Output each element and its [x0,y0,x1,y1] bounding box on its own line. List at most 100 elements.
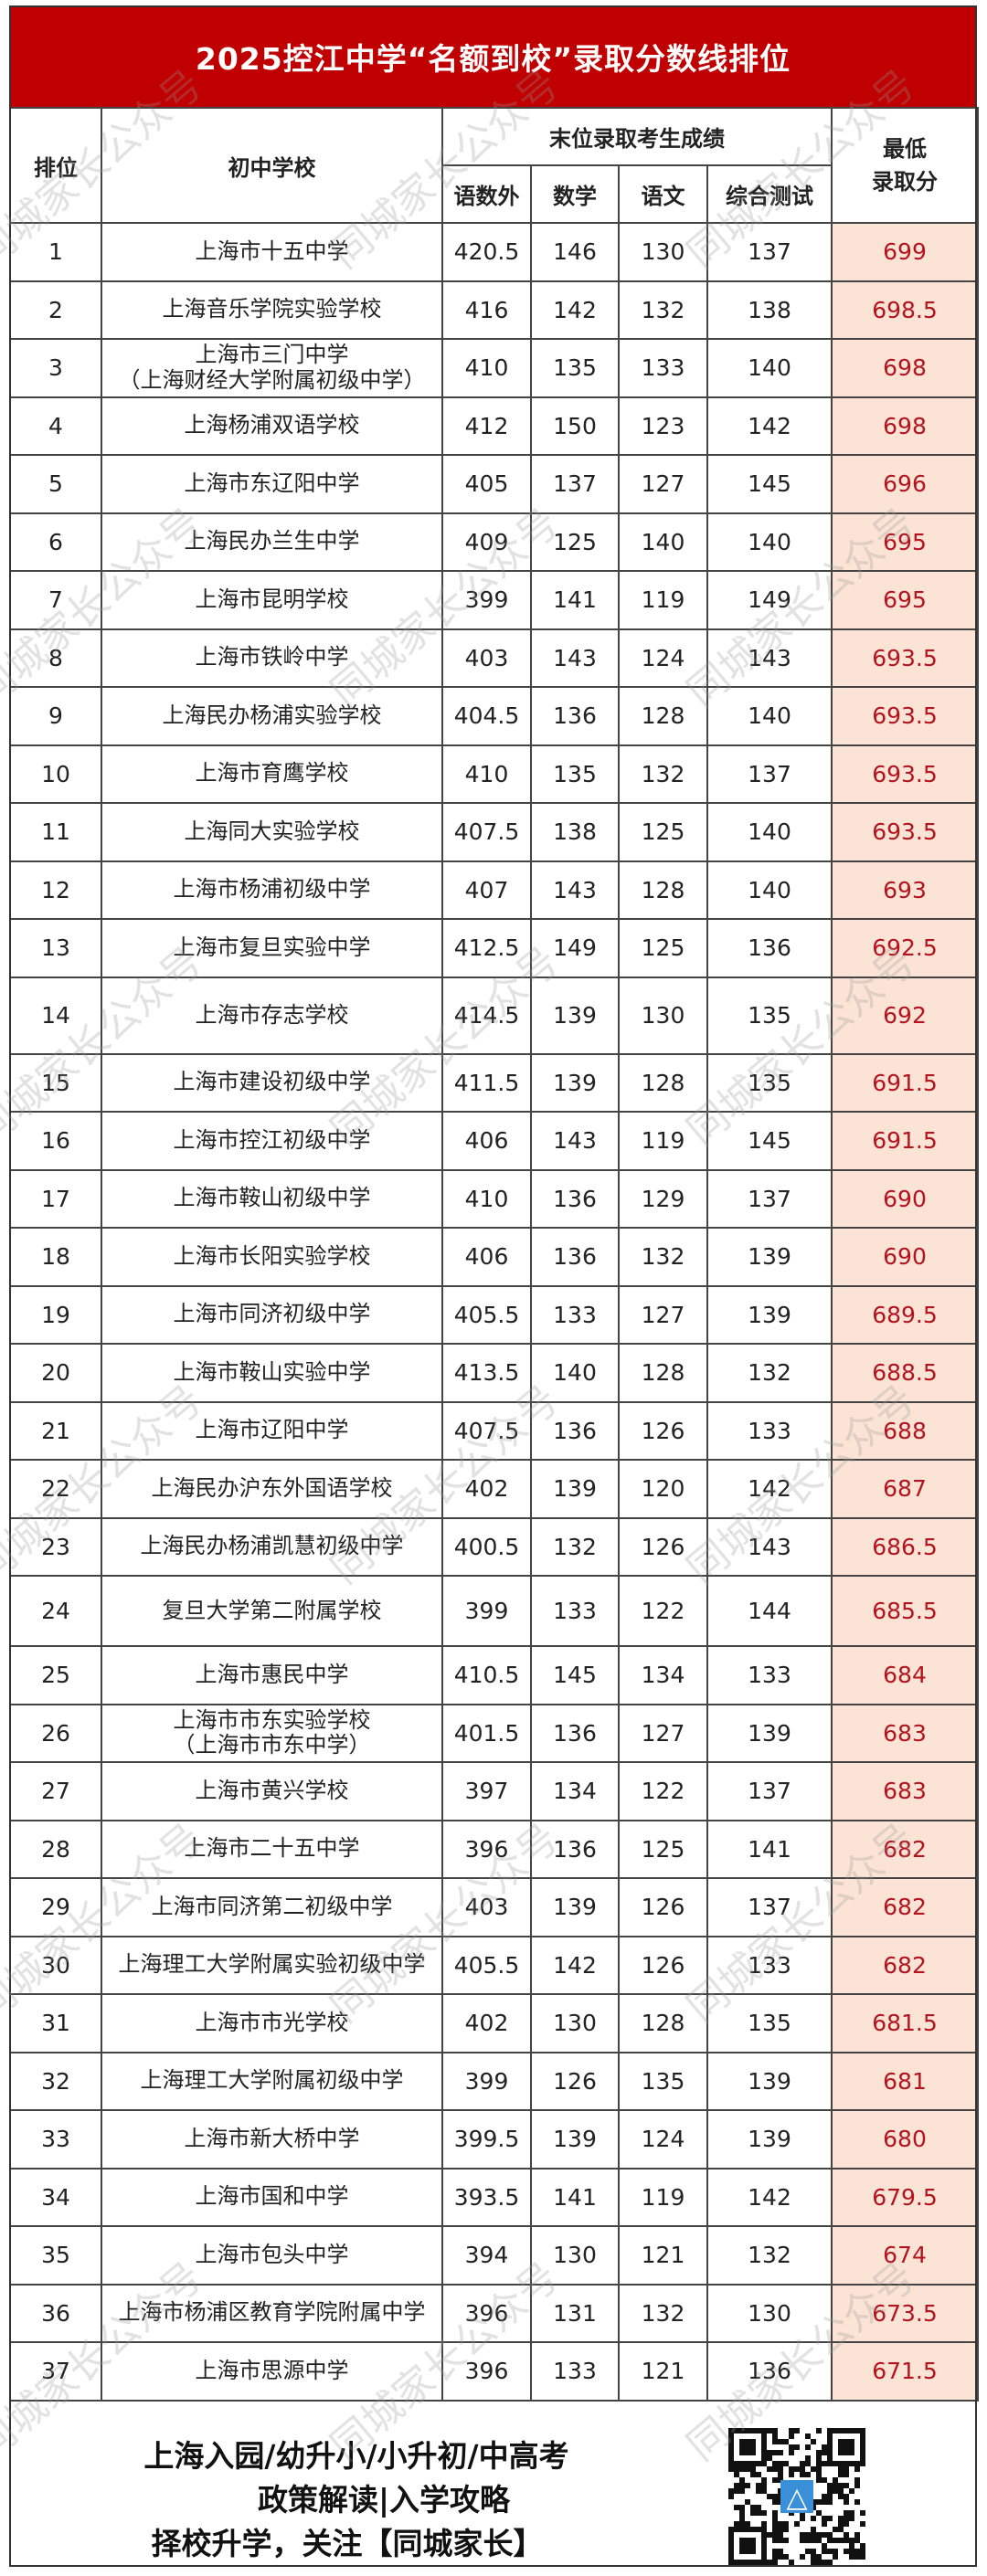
table-row: 27 上海市黄兴学校 397 134 122 137 683 [9,1761,979,1821]
header-chinese: 语文 [618,164,708,224]
total-score-cell: 414.5 [441,976,532,1055]
comprehensive-score-cell: 133 [706,1645,833,1705]
total-score-cell: 400.5 [441,1516,532,1577]
math-score-cell: 146 [530,222,620,282]
rank-cell: 24 [9,1575,102,1647]
chinese-score-cell: 124 [618,2109,708,2170]
table-row: 32 上海理工大学附属初级中学 399 126 135 139 681 [9,2051,979,2111]
min-score-cell: 691.5 [831,1052,979,1113]
total-score-cell: 420.5 [441,222,532,282]
table-row: 1 上海市十五中学 420.5 146 130 137 699 [9,222,979,282]
table-row: 20 上海市鞍山实验中学 413.5 140 128 132 688.5 [9,1343,979,1403]
table-row: 14 上海市存志学校 414.5 139 130 135 692 [9,976,979,1055]
table-row: 16 上海市控江初级中学 406 143 119 145 691.5 [9,1111,979,1171]
comprehensive-score-cell: 135 [706,1993,833,2053]
total-score-cell: 413.5 [441,1343,532,1403]
total-score-cell: 405.5 [441,1284,532,1345]
table-row: 3 上海市三门中学 （上海财经大学附属初级中学） 410 135 133 140 698 [9,338,979,398]
min-score-cell: 698.5 [831,280,979,340]
table-body: 1 上海市十五中学 420.5 146 130 137 699 2 上海音乐学院实验学校 416 1… [9,222,979,2402]
total-score-cell: 401.5 [441,1703,532,1763]
table-row: 30 上海理工大学附属实验初级中学 405.5 142 126 133 682 [9,1935,979,1995]
math-score-cell: 150 [530,396,620,456]
math-score-cell: 136 [530,1400,620,1461]
rank-cell: 23 [9,1516,102,1577]
math-score-cell: 143 [530,1111,620,1171]
min-score-cell: 695 [831,512,979,572]
math-score-cell: 137 [530,454,620,514]
min-score-cell: 690 [831,1227,979,1287]
school-cell: 复旦大学第二附属学校 [101,1575,443,1647]
math-score-cell: 143 [530,628,620,688]
rank-cell: 34 [9,2167,102,2227]
total-score-cell: 411.5 [441,1052,532,1113]
chinese-score-cell: 128 [618,686,708,746]
comprehensive-score-cell: 143 [706,1516,833,1577]
comprehensive-score-cell: 144 [706,1575,833,1647]
school-cell: 上海市铁岭中学 [101,628,443,688]
rank-cell: 10 [9,744,102,804]
min-score-cell: 685.5 [831,1575,979,1647]
school-cell: 上海市市光学校 [101,1993,443,2053]
comprehensive-score-cell: 133 [706,1400,833,1461]
rank-cell: 9 [9,686,102,746]
chinese-score-cell: 125 [618,802,708,862]
min-score-cell: 688.5 [831,1343,979,1403]
school-cell: 上海市思源中学 [101,2341,443,2402]
total-score-cell: 416 [441,280,532,340]
total-score-cell: 410 [441,1168,532,1229]
comprehensive-score-cell: 140 [706,338,833,398]
table-row: 22 上海民办沪东外国语学校 402 139 120 142 687 [9,1459,979,1519]
school-cell: 上海市辽阳中学 [101,1400,443,1461]
school-cell: 上海市三门中学 （上海财经大学附属初级中学） [101,338,443,398]
chinese-score-cell: 130 [618,976,708,1055]
school-cell: 上海市杨浦区教育学院附属中学 [101,2283,443,2343]
chinese-score-cell: 140 [618,512,708,572]
min-score-cell: 692 [831,976,979,1055]
total-score-cell: 407.5 [441,1400,532,1461]
chinese-score-cell: 132 [618,2283,708,2343]
table-row: 26 上海市市东实验学校 （上海市市东中学） 401.5 136 127 139 683 [9,1703,979,1763]
header-min-score: 最低 录取分 [831,107,979,224]
rank-cell: 13 [9,918,102,978]
comprehensive-score-cell: 133 [706,1935,833,1995]
school-cell: 上海市新大桥中学 [101,2109,443,2170]
rank-cell: 27 [9,1761,102,1821]
math-score-cell: 139 [530,2109,620,2170]
school-cell: 上海市二十五中学 [101,1819,443,1879]
chinese-score-cell: 128 [618,860,708,920]
school-cell: 上海民办兰生中学 [101,512,443,572]
comprehensive-score-cell: 145 [706,1111,833,1171]
school-cell: 上海理工大学附属实验初级中学 [101,1935,443,1995]
school-cell: 上海市惠民中学 [101,1645,443,1705]
chinese-score-cell: 122 [618,1575,708,1647]
total-score-cell: 407.5 [441,802,532,862]
rank-cell: 6 [9,512,102,572]
rank-cell: 33 [9,2109,102,2170]
math-score-cell: 143 [530,860,620,920]
school-cell: 上海市复旦实验中学 [101,918,443,978]
chinese-score-cell: 123 [618,396,708,456]
rank-cell: 35 [9,2225,102,2286]
min-score-cell: 695 [831,570,979,630]
comprehensive-score-cell: 140 [706,802,833,862]
chinese-score-cell: 127 [618,1284,708,1345]
table-row: 35 上海市包头中学 394 130 121 132 674 [9,2225,979,2286]
math-score-cell: 136 [530,1703,620,1763]
rank-cell: 12 [9,860,102,920]
rank-cell: 20 [9,1343,102,1403]
chinese-score-cell: 128 [618,1343,708,1403]
footer-line-1: 上海入园/幼升小/小升初/中高考 [143,2438,569,2474]
header-total: 语数外 [441,164,532,224]
math-score-cell: 133 [530,1575,620,1647]
comprehensive-score-cell: 137 [706,1168,833,1229]
chinese-score-cell: 120 [618,1459,708,1519]
footer: 上海入园/幼升小/小升初/中高考 政策解读|入学攻略 择校升学，关注【同城家长】… [9,2397,977,2567]
rank-cell: 3 [9,338,102,398]
page-title: 2025控江中学“名额到校”录取分数线排位 [9,5,977,107]
chinese-score-cell: 126 [618,1935,708,1995]
total-score-cell: 402 [441,1459,532,1519]
school-cell: 上海市包头中学 [101,2225,443,2286]
comprehensive-score-cell: 135 [706,976,833,1055]
min-score-cell: 682 [831,1877,979,1937]
